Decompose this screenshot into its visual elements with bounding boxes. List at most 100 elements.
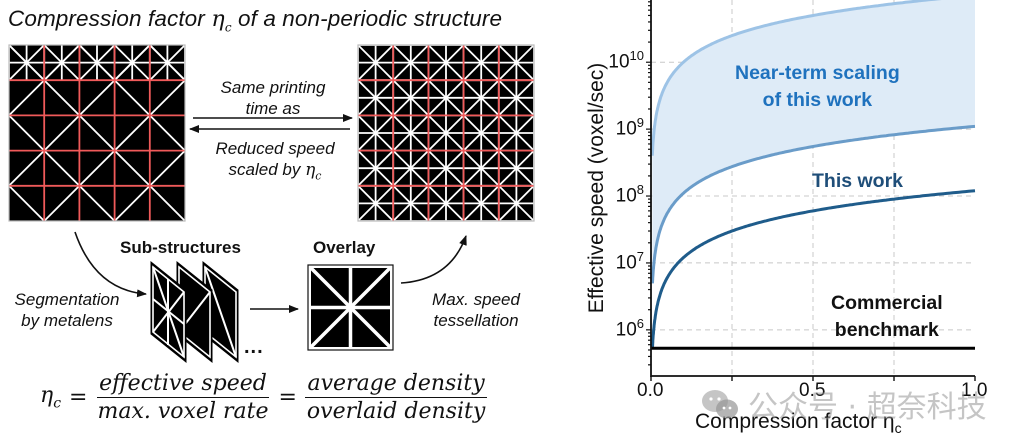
lattice-diagonal [427,114,465,152]
series-this-work [651,189,976,348]
lattice-diagonal [43,79,81,117]
formula-equals-1: = [69,385,88,410]
lattice-diagonal [462,114,500,152]
watermark-text: 公众号 · 超奈科技 [748,390,987,425]
tessellation-text-line1: Max. speed [432,290,520,309]
lattice-diagonal [78,149,116,187]
formula-eta-subscript: c [53,395,62,412]
y-tick-label: 106 [616,316,644,341]
y-tick-label-exponent: 7 [636,248,644,264]
arrow-bottom-text-line2-prefix: scaled by [228,160,306,179]
y-tick-label-base: 10 [608,51,630,73]
y-tick-label-exponent: 6 [636,315,644,331]
lattice-diagonal [498,149,535,187]
lattice-diagonal [462,44,500,81]
annotation-this-work: This work [812,170,904,192]
title-eta-symbol: η [211,6,225,32]
lattice-fine-diagonal [113,44,151,81]
lattice-diagonal [498,185,535,222]
lattice-diagonal [8,149,45,187]
formula-lhs: ηc [40,383,61,411]
lattice-diagonal [392,149,430,187]
wechat-icon [702,390,738,419]
lattice-diagonal [78,114,116,152]
lattice-diagonal [427,149,465,187]
title-eta: ηc [211,6,231,35]
y-tick-label: 107 [616,249,644,274]
arrow-top-text-line1: Same printing [220,78,326,97]
y-tick-label: 108 [616,182,644,207]
segmentation-text: Segmentation by metalens [4,289,130,331]
x-tick-label: 0.0 [637,380,664,401]
x-axis-label-text: Compression factor η [695,410,895,433]
lattice-diagonal [113,149,151,187]
annotation-near-term-line2: of this work [762,89,873,111]
lattice-diagonal [392,185,430,222]
lattice-diagonal [8,114,45,152]
arrow-bottom-text-line1: Reduced speed [215,139,335,158]
lattice-diagonal [357,185,394,222]
y-axis-label: Effective speed (voxel/sec) [585,62,608,314]
lattice-diagonal [427,79,465,117]
lattice-diagonal [149,79,186,117]
lattice-diagonal [113,114,151,152]
substructure-panel-1 [150,260,187,364]
lattice-diagonal [357,79,394,117]
y-tick-label-base: 10 [615,118,637,140]
formula-fraction-speed: effective speed max. voxel rate [95,371,270,424]
chart-axes [646,0,976,381]
lattice-diagonal [149,114,186,152]
series-near-term-lower [651,124,976,284]
y-tick-label-exponent: 8 [636,182,644,198]
lattice-diagonal [392,114,430,152]
figure-title: Compression factor ηc of a non-periodic … [8,6,502,35]
tessellation-arrow [400,235,467,284]
formula-fraction-density-denominator: overlaid density [306,399,486,424]
formula-eta: η [40,383,54,409]
lattice-diagonal [357,114,394,152]
lattice-diagonal [427,44,465,81]
lattice-diagonal [78,185,116,222]
lattice-diagonal [392,79,430,117]
lattice-fine-diagonal [78,44,116,81]
annotation-near-term-line1: Near-term scaling [735,62,900,84]
formula-equals-2: = [278,385,297,410]
structure-border [8,44,186,222]
segmentation-arrow [74,231,147,298]
title-text-suffix: of a non-periodic structure [231,6,503,31]
overlay-label: Overlay [313,238,376,257]
sparse-structure [8,44,186,222]
lattice-diagonal [357,149,394,187]
lattice-diagonal [462,149,500,187]
lattice-diagonal [8,79,45,117]
lattice-diagonal [149,185,186,222]
y-tick-label-base: 10 [615,319,637,341]
series-near-term-upper [650,0,942,156]
arrow-top-text: Same printing time as [208,77,338,119]
lattice-fine-diagonal [149,44,186,81]
arrow-bottom-eta: η [305,160,316,180]
y-tick-label: 1010 [608,48,644,73]
y-tick-label-exponent: 9 [636,115,644,131]
lattice-fine-diagonal [8,44,45,81]
segmentation-text-line2: by metalens [21,311,113,330]
x-axis-label: Compression factor ηc [695,410,902,436]
annotation-commercial-line2: benchmark [834,319,939,341]
lattice-diagonal [498,79,535,117]
formula-fraction-speed-numerator: effective speed [97,371,269,398]
lattice-diagonal [427,185,465,222]
y-tick-label-base: 10 [615,252,637,274]
annotation-commercial-benchmark: Commercial benchmark [831,290,943,344]
lattice-diagonal [498,114,535,152]
arrow-bottom-eta-subscript: c [315,169,322,183]
lattice-diagonal [392,44,430,81]
lattice-diagonal [113,185,151,222]
x-tick-label: 0.5 [799,380,826,401]
lattice-diagonal [43,149,81,187]
lattice-diagonal [43,185,81,222]
lattice-diagonal [498,44,535,81]
formula-fraction-density-numerator: average density [305,371,487,398]
tessellation-text-line2: tessellation [433,311,519,330]
lattice-fine-diagonal [43,44,81,81]
